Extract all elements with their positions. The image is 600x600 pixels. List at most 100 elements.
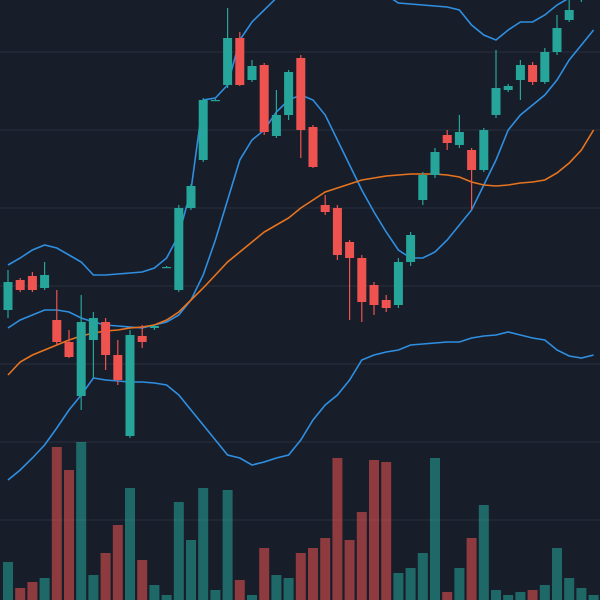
volume-bar [478,505,489,600]
candle-body [3,282,13,310]
volume-bar [198,488,209,600]
candle-body [101,322,111,355]
volume-bar [430,458,440,600]
candle-body [125,335,135,436]
candle-body [162,267,172,269]
candle-body [332,208,342,255]
candle-body [64,342,74,357]
volume-bar [381,462,392,600]
candle-body [528,65,538,82]
volume-bar [539,585,550,600]
candle-body [247,66,257,80]
volume-bar [344,540,355,600]
volume-bar [515,592,526,600]
candle-body [259,65,269,132]
volume-bar [466,538,477,600]
volume-bar [173,502,184,600]
indicator-line [7,0,568,276]
candle-body [52,320,62,342]
volume-bar [149,585,160,600]
candle-body [381,300,391,308]
candle-body [393,262,403,305]
volume-bar [491,590,501,600]
candle-body [113,355,123,380]
volume-bar [405,568,416,600]
candle-body [210,100,220,102]
volume-bar [137,560,148,600]
volume-bar [247,595,257,600]
volume-bar [39,578,50,600]
candle-body [564,10,574,20]
volume-bar [64,470,74,600]
volume-bar [295,553,306,600]
volume-bar [51,447,62,600]
candle-body [308,127,318,167]
candle-body [88,318,98,340]
candle-body [540,52,550,82]
volume-bar [3,562,13,600]
candle-body [552,28,562,52]
candle-body [467,150,477,170]
volume-bar [576,588,587,600]
candle-body [442,135,452,143]
volume-bar [454,568,465,600]
candle-body [515,65,525,80]
candle-body [296,58,306,130]
volume-bar [259,548,270,600]
candle-body [454,132,464,145]
indicator-line [7,331,594,481]
candle-body [174,208,184,290]
volume-bar [100,553,111,600]
candle-body [479,130,489,170]
candle-body [406,235,416,262]
candle-body [491,88,501,115]
candle-body [271,115,281,136]
volume-bar [186,540,196,600]
volume-bar [210,590,221,600]
volume-bar [369,460,379,600]
volume-bar [222,490,233,600]
candle-body [76,322,86,396]
candle-body [320,205,330,212]
volume-bar [88,575,99,600]
volume-bar [564,578,575,600]
volume-bar [15,588,26,600]
volume-bar [271,575,282,600]
candle-body [369,285,379,305]
volume-bar [320,538,331,600]
volume-bar [356,512,367,600]
candle-body [27,276,37,290]
candle-body [149,326,159,328]
candle-body [223,38,233,85]
volume-bar [503,595,514,600]
candle-body [357,258,367,302]
volume-bar [308,548,318,600]
volume-bar [588,595,599,600]
volume-bar [332,458,343,600]
candle-body [345,242,355,258]
volume-bar [27,582,38,600]
candle-body [235,38,245,85]
volume-bar [552,548,562,600]
candle-body [284,72,294,115]
candle-body [430,152,440,175]
volume-bar [527,590,538,600]
candle-body [418,175,428,200]
volume-bar [417,553,428,600]
volume-bar [76,442,87,600]
volume-bar [393,573,404,600]
volume-bar [112,525,123,600]
volume-bar [161,595,172,600]
volume-bar [283,578,294,600]
candle-body [137,336,147,342]
candle-body [186,186,196,208]
candle-body [503,86,513,90]
volume-bar [442,592,453,600]
candle-body [40,275,50,288]
volume-bar [234,580,245,600]
candle-body [198,100,208,160]
candle-body [15,280,25,290]
volume-bar [125,488,135,600]
